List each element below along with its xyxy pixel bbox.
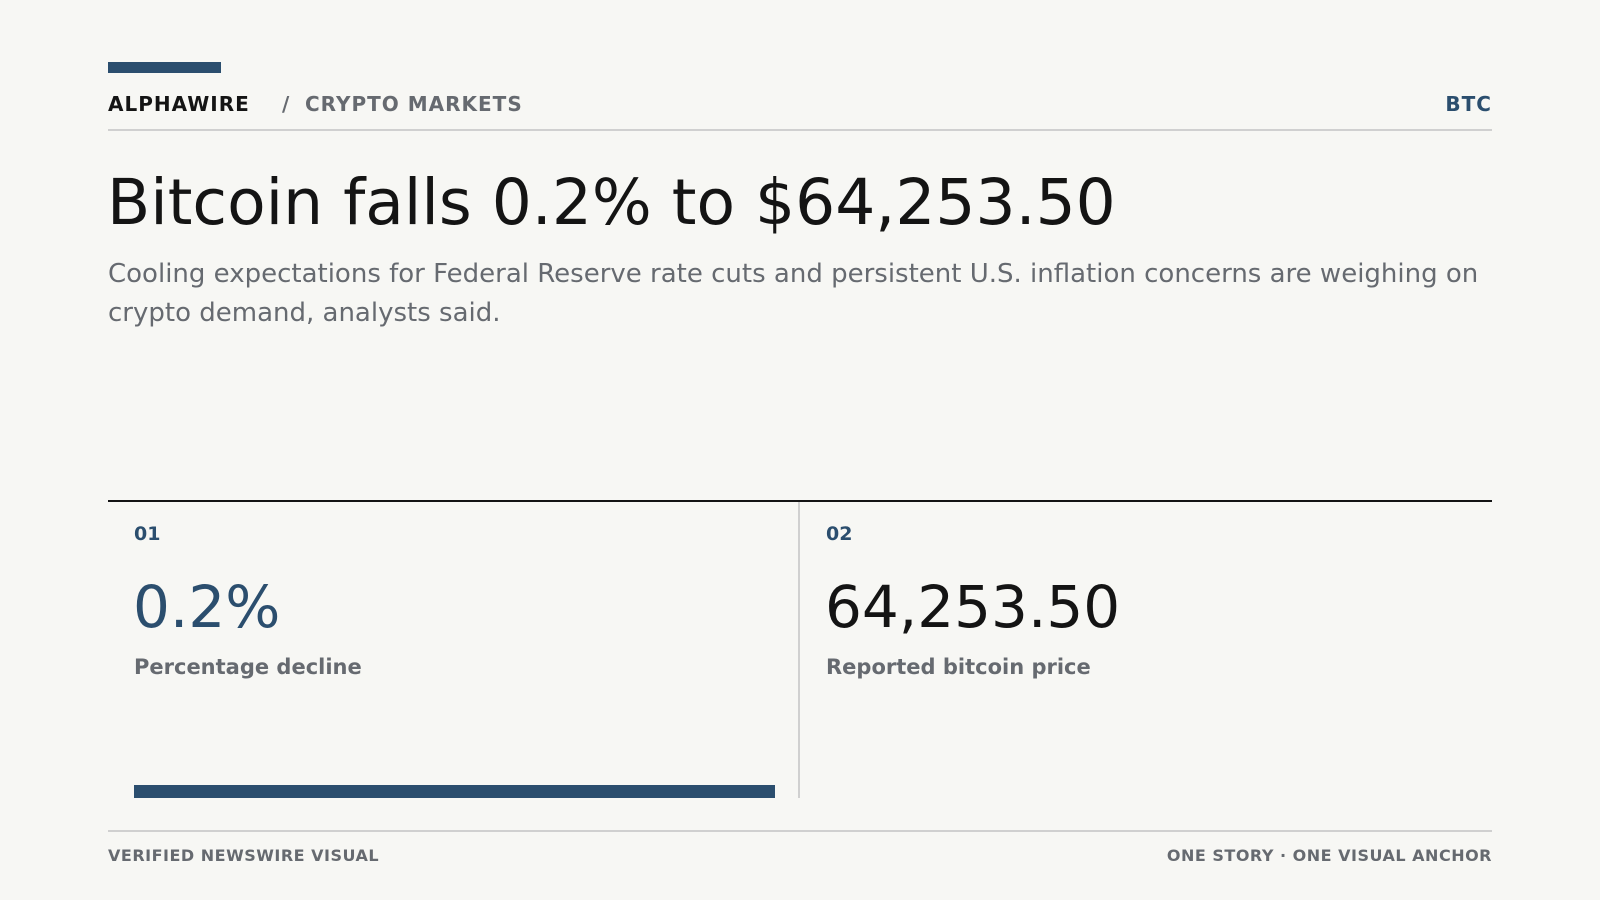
section-label[interactable]: CRYPTO MARKETS: [305, 92, 523, 116]
stat-value: 0.2%: [133, 573, 281, 641]
stat-value: 64,253.50: [825, 573, 1121, 641]
masthead: ALPHAWIRE / CRYPTO MARKETS BTC: [108, 89, 1492, 131]
stat-label: Reported bitcoin price: [826, 655, 1091, 679]
stat-index: 02: [826, 523, 853, 545]
footer-credit: VERIFIED NEWSWIRE VISUAL: [108, 846, 380, 865]
footer-tagline: ONE STORY · ONE VISUAL ANCHOR: [1166, 846, 1492, 865]
brand-name[interactable]: ALPHAWIRE: [108, 92, 250, 116]
headline: Bitcoin falls 0.2% to $64,253.50: [107, 166, 1116, 239]
stat-accent-bar: [134, 785, 775, 798]
stats-panel: 01 0.2% Percentage decline 02 64,253.50 …: [108, 500, 1492, 798]
stat-index: 01: [134, 523, 161, 545]
stat-card-decline: 01 0.2% Percentage decline: [108, 502, 800, 798]
dek: Cooling expectations for Federal Reserve…: [108, 259, 1479, 328]
footer: VERIFIED NEWSWIRE VISUAL ONE STORY · ONE…: [108, 830, 1492, 872]
stat-label: Percentage decline: [134, 655, 362, 679]
ticker-symbol: BTC: [1445, 92, 1492, 116]
stat-card-price: 02 64,253.50 Reported bitcoin price: [800, 502, 1492, 798]
breadcrumb-separator: /: [282, 92, 290, 116]
accent-bar: [108, 62, 221, 73]
